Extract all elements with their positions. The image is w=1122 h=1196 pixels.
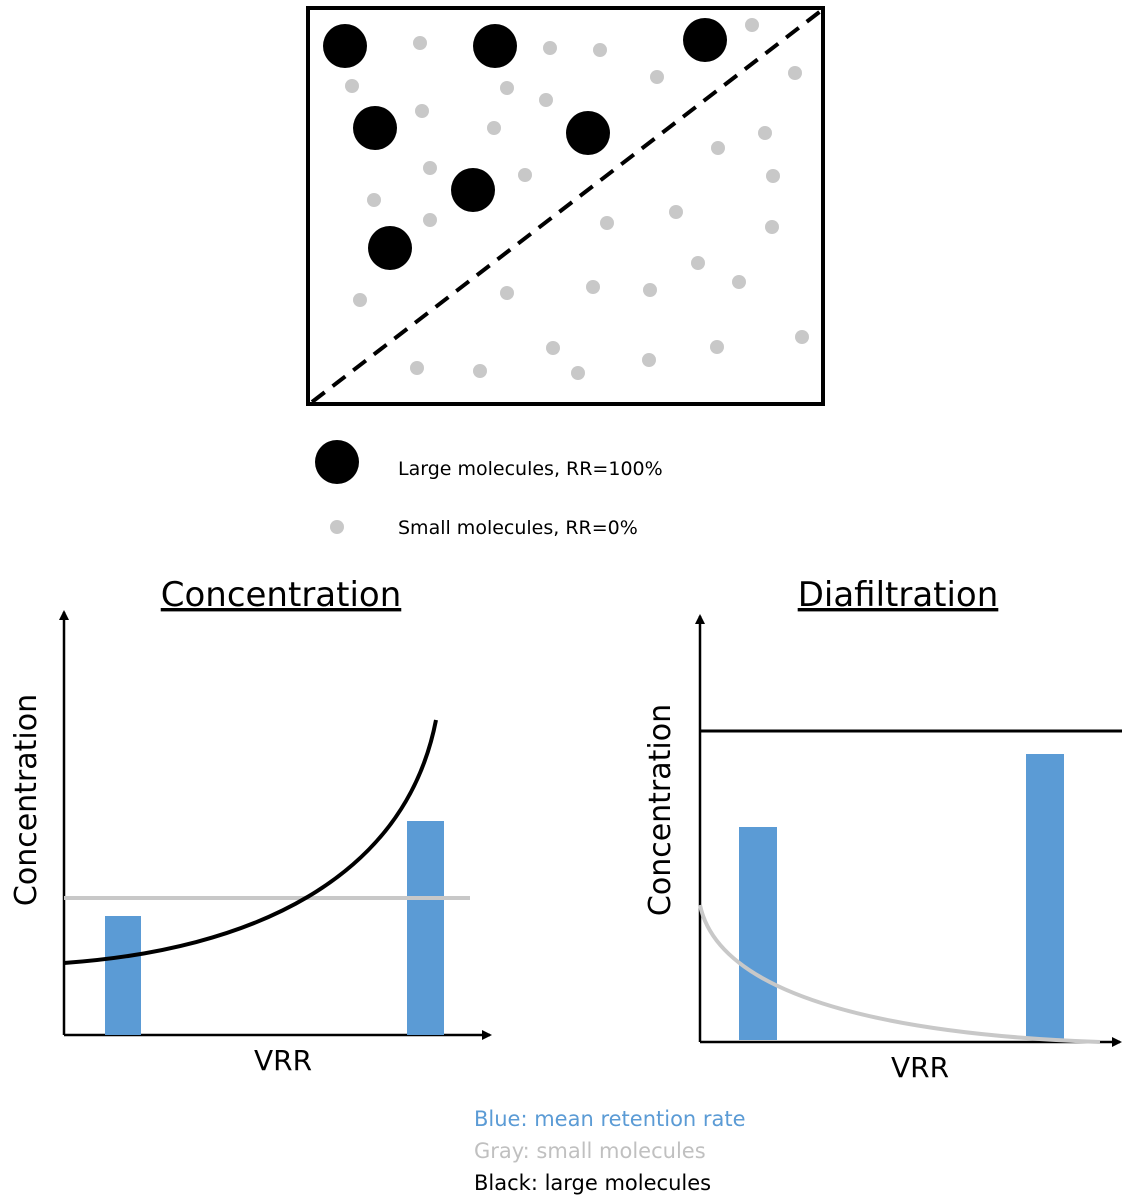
- small-molecule: [642, 353, 656, 367]
- small-molecule: [600, 216, 614, 230]
- small-molecule: [367, 193, 381, 207]
- small-molecule: [423, 213, 437, 227]
- y-axis-label: Concentration: [9, 694, 44, 906]
- small-molecule: [518, 168, 532, 182]
- x-axis-label: VRR: [254, 1044, 312, 1077]
- x-axis-label: VRR: [891, 1051, 949, 1084]
- legend-large-dot: [315, 440, 359, 484]
- small-molecule: [710, 340, 724, 354]
- small-molecule-curve: [698, 904, 1101, 1044]
- small-molecule: [500, 81, 514, 95]
- small-molecule: [765, 220, 779, 234]
- small-molecule: [345, 79, 359, 93]
- small-molecule: [650, 70, 664, 84]
- small-molecule: [410, 361, 424, 375]
- bar: [105, 916, 141, 1035]
- panel-title: Concentration: [161, 575, 402, 615]
- legend-small: Small molecules, RR=0%: [398, 517, 638, 539]
- bar: [407, 821, 444, 1035]
- small-molecule: [487, 121, 501, 135]
- large-molecule: [473, 24, 517, 68]
- concentration-panel: Concentration Concentration VRR: [9, 575, 492, 1077]
- panel-title: Diafiltration: [798, 575, 999, 615]
- small-molecule: [593, 43, 607, 57]
- small-molecule: [711, 141, 725, 155]
- box-frame: [306, 6, 825, 406]
- membrane-line: [310, 8, 824, 404]
- note-blue: Blue: mean retention rate: [474, 1107, 746, 1131]
- small-molecule: [669, 205, 683, 219]
- small-molecule: [415, 104, 429, 118]
- large-molecule: [566, 111, 610, 155]
- small-molecule: [788, 66, 802, 80]
- y-axis-label: Concentration: [643, 704, 678, 916]
- small-molecule: [586, 280, 600, 294]
- large-molecule: [451, 168, 495, 212]
- small-molecule: [546, 341, 560, 355]
- small-molecule: [795, 330, 809, 344]
- diafiltration-panel: Diafiltration Concentration VRR: [643, 575, 1122, 1084]
- small-molecule: [691, 256, 705, 270]
- small-molecule: [745, 18, 759, 32]
- large-molecule: [368, 226, 412, 270]
- large-molecule: [353, 106, 397, 150]
- small-molecule: [353, 293, 367, 307]
- large-molecule: [323, 24, 367, 68]
- small-molecule: [473, 364, 487, 378]
- small-molecule: [413, 36, 427, 50]
- small-molecule: [643, 283, 657, 297]
- small-molecule: [543, 41, 557, 55]
- bar: [1026, 754, 1064, 1040]
- legend-large: Large molecules, RR=100%: [398, 458, 663, 480]
- large-molecule-curve: [63, 719, 438, 965]
- small-molecule: [758, 126, 772, 140]
- large-molecule: [683, 18, 727, 62]
- membrane-box: [306, 6, 825, 406]
- bar: [739, 827, 777, 1040]
- note-gray: Gray: small molecules: [474, 1139, 706, 1163]
- legend-small-dot: [330, 520, 344, 534]
- small-molecule: [571, 366, 585, 380]
- small-molecule: [539, 93, 553, 107]
- small-molecule: [766, 169, 780, 183]
- small-molecule: [732, 275, 746, 289]
- small-molecule: [423, 161, 437, 175]
- note-black: Black: large molecules: [474, 1171, 711, 1195]
- small-molecule: [500, 286, 514, 300]
